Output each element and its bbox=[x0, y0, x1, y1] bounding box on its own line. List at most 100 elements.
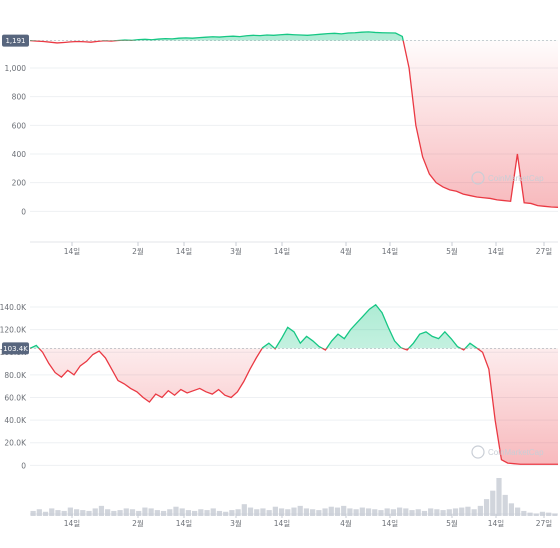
volume-bar bbox=[73, 509, 80, 516]
volume-bar bbox=[210, 508, 216, 516]
volume-bar bbox=[471, 509, 477, 516]
current-value-label: 1,191 bbox=[5, 37, 25, 45]
volume-bar bbox=[254, 509, 260, 516]
area-below-baseline bbox=[30, 40, 558, 208]
volume-bar bbox=[465, 506, 471, 516]
volume-bar bbox=[148, 508, 154, 516]
y-tick-label: 0 bbox=[21, 207, 26, 216]
volume-bar bbox=[334, 507, 341, 516]
volume-bar bbox=[123, 508, 129, 516]
volume-bar bbox=[61, 510, 67, 516]
y-tick-label: 80.0K bbox=[4, 371, 27, 380]
volume-bar bbox=[229, 510, 235, 516]
volume-bar bbox=[539, 511, 546, 516]
volume-bar bbox=[483, 499, 490, 516]
x-tick-label: 3월 bbox=[230, 246, 242, 256]
y-tick-label: 140.0K bbox=[0, 303, 27, 312]
y-tick-label: 200 bbox=[12, 179, 27, 188]
x-tick-label: 14일 bbox=[488, 247, 505, 256]
price-line-up bbox=[29, 31, 404, 41]
coinmarketcap-logo-icon bbox=[471, 171, 485, 185]
volume-bar bbox=[428, 508, 434, 516]
volume-bar bbox=[328, 506, 334, 516]
volume-bar bbox=[310, 509, 316, 516]
volume-bar bbox=[409, 510, 415, 516]
x-tick-label: 14일 bbox=[176, 247, 193, 256]
volume-bar bbox=[42, 511, 49, 516]
volume-bar bbox=[546, 512, 552, 516]
y-tick-label: 1,000 bbox=[5, 64, 27, 73]
volume-bar bbox=[347, 508, 353, 516]
volume-bar bbox=[459, 507, 465, 516]
volume-bar bbox=[434, 509, 440, 516]
y-tick-label: 120.0K bbox=[0, 326, 27, 335]
volume-bar bbox=[179, 508, 185, 516]
volume-bar bbox=[496, 478, 502, 516]
volume-bar bbox=[322, 508, 328, 516]
volume-bar bbox=[359, 507, 365, 516]
x-tick-label: 3월 bbox=[230, 518, 242, 528]
volume-bar bbox=[216, 510, 223, 516]
x-tick-label: 14일 bbox=[488, 519, 505, 528]
current-value-label: 103.4K bbox=[3, 345, 28, 353]
x-tick-label: 14일 bbox=[274, 519, 291, 528]
volume-bar bbox=[160, 510, 167, 516]
volume-bar bbox=[185, 510, 192, 516]
x-tick-label: 2월 bbox=[132, 518, 144, 528]
volume-bar bbox=[396, 507, 403, 516]
area-below-baseline bbox=[39, 348, 558, 465]
volume-bar bbox=[365, 508, 372, 516]
volume-bar bbox=[55, 510, 61, 516]
volume-bar bbox=[446, 509, 452, 516]
volume-bar bbox=[105, 509, 111, 516]
volume-bar bbox=[98, 505, 105, 516]
volume-bar bbox=[440, 510, 446, 516]
volume-bar bbox=[403, 508, 409, 516]
volume-bar bbox=[341, 505, 347, 516]
x-tick-label: 14일 bbox=[382, 247, 399, 256]
x-tick-label: 4월 bbox=[340, 246, 352, 256]
volume-bar bbox=[527, 512, 533, 516]
price-chart-bottom: 140.0K120.0K100.0K80.0K60.0K40.0K20.0K01… bbox=[0, 303, 558, 528]
x-tick-label: 14일 bbox=[64, 519, 81, 528]
x-tick-label: 14일 bbox=[64, 247, 81, 256]
volume-bar bbox=[477, 505, 483, 516]
area-above-baseline bbox=[30, 304, 558, 349]
volume-bar bbox=[521, 510, 527, 516]
x-tick-label: 5월 bbox=[446, 246, 458, 256]
volume-bar bbox=[36, 509, 42, 516]
volume-bar bbox=[204, 510, 210, 516]
x-tick-label: 14일 bbox=[382, 519, 399, 528]
volume-bar bbox=[303, 508, 310, 516]
price-chart-top: 1,000 800 600 400 200 0 14일 2월 14일 3월 14일 4월 14일 5월 14… bbox=[2, 31, 559, 256]
volume-bar bbox=[223, 511, 229, 516]
x-tick-label: 14일 bbox=[274, 247, 291, 256]
volume-bar bbox=[372, 509, 378, 516]
volume-bar bbox=[241, 504, 247, 516]
volume-bar bbox=[92, 508, 98, 516]
price-line-up bbox=[29, 303, 479, 349]
volume-bar bbox=[49, 508, 55, 516]
x-tick-label: 5월 bbox=[446, 518, 458, 528]
x-tick-label: 4월 bbox=[340, 518, 352, 528]
x-tick-label: 2월 bbox=[132, 246, 144, 256]
coinmarketcap-logo-icon bbox=[471, 445, 485, 459]
volume-bar bbox=[142, 507, 148, 516]
volume-bar bbox=[235, 509, 241, 516]
volume-bar bbox=[272, 506, 278, 516]
volume-bar bbox=[502, 494, 508, 516]
volume-bar bbox=[378, 510, 384, 516]
volume-bar bbox=[30, 510, 36, 516]
volume-bar bbox=[198, 509, 204, 516]
volume-bar bbox=[415, 509, 421, 516]
x-tick-label: 27일 bbox=[536, 519, 553, 528]
watermark: CoinMarketCap bbox=[488, 448, 544, 457]
volume-bar bbox=[173, 506, 179, 516]
watermark: CoinMarketCap bbox=[488, 174, 544, 183]
current-value-badge bbox=[2, 342, 29, 355]
volume-bar bbox=[129, 509, 136, 516]
volume-bar bbox=[353, 509, 359, 516]
area-above-baseline bbox=[30, 31, 558, 41]
volume-bar bbox=[291, 507, 297, 516]
volume-bar bbox=[390, 509, 396, 516]
